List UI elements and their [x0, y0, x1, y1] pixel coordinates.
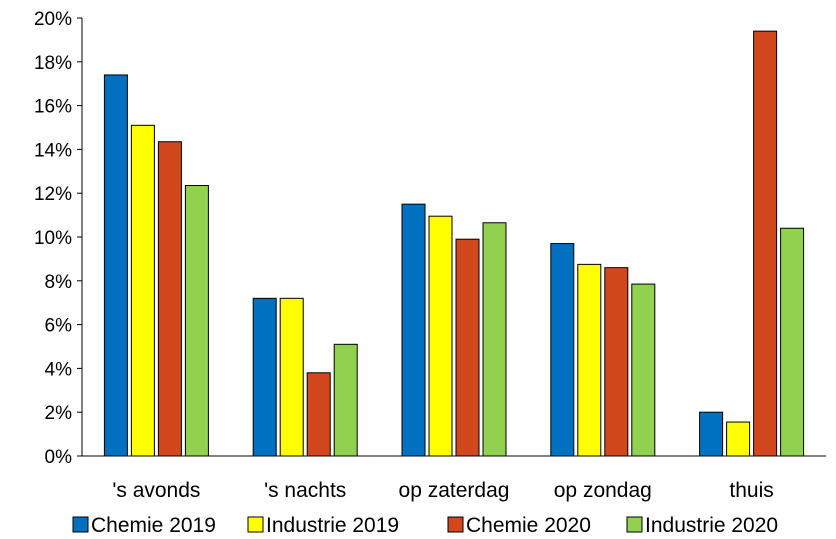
bar	[780, 227, 805, 457]
y-tick-label: 12%	[34, 184, 72, 205]
bar	[103, 74, 128, 457]
bar	[577, 263, 602, 457]
y-tick-label: 2%	[45, 403, 73, 424]
x-category-label: 's nachts	[264, 479, 346, 502]
bar	[252, 297, 277, 457]
legend-swatch	[247, 516, 264, 533]
y-tick-label: 16%	[34, 97, 72, 118]
legend-label: Industrie 2019	[266, 514, 399, 537]
legend-swatch	[447, 516, 464, 533]
y-axis: 0% 2% 4% 6% 8% 10% 12% 14% 16% 18% 20%	[34, 9, 83, 468]
bar	[455, 238, 480, 457]
bar	[726, 421, 751, 457]
bar	[753, 30, 778, 457]
bar	[333, 343, 358, 457]
legend-swatch	[72, 516, 89, 533]
legend-swatch	[626, 516, 643, 533]
x-category-label: thuis	[729, 479, 773, 502]
legend-label: Chemie 2020	[466, 514, 591, 537]
bar	[604, 267, 629, 457]
bar	[157, 141, 182, 457]
y-tick-label: 6%	[45, 316, 73, 337]
y-tick-label: 18%	[34, 53, 72, 74]
y-tick-label: 4%	[45, 359, 73, 380]
y-tick-label: 10%	[34, 228, 72, 249]
bar	[130, 124, 155, 457]
bar	[306, 372, 331, 457]
legend: Chemie 2019 Industrie 2019 Chemie 2020 Indu…	[72, 514, 778, 537]
bar	[482, 222, 507, 457]
legend-label: Industrie 2020	[645, 514, 778, 537]
bar	[184, 185, 209, 457]
y-tick-label: 20%	[34, 9, 72, 30]
x-axis: 's avonds 's nachts op zaterdag op zondag th…	[82, 455, 826, 502]
bar	[428, 215, 453, 457]
bars	[103, 30, 805, 457]
bar	[631, 283, 656, 457]
bar	[699, 411, 724, 457]
y-tick-label: 0%	[45, 447, 73, 468]
x-category-label: op zondag	[554, 479, 652, 502]
bar	[279, 297, 304, 457]
y-tick-label: 14%	[34, 140, 72, 161]
y-tick-label: 8%	[45, 272, 73, 293]
x-category-label: 's avonds	[112, 479, 200, 502]
legend-label: Chemie 2019	[91, 514, 216, 537]
bar	[401, 203, 426, 457]
x-category-label: op zaterdag	[399, 479, 510, 502]
bar	[550, 243, 575, 457]
